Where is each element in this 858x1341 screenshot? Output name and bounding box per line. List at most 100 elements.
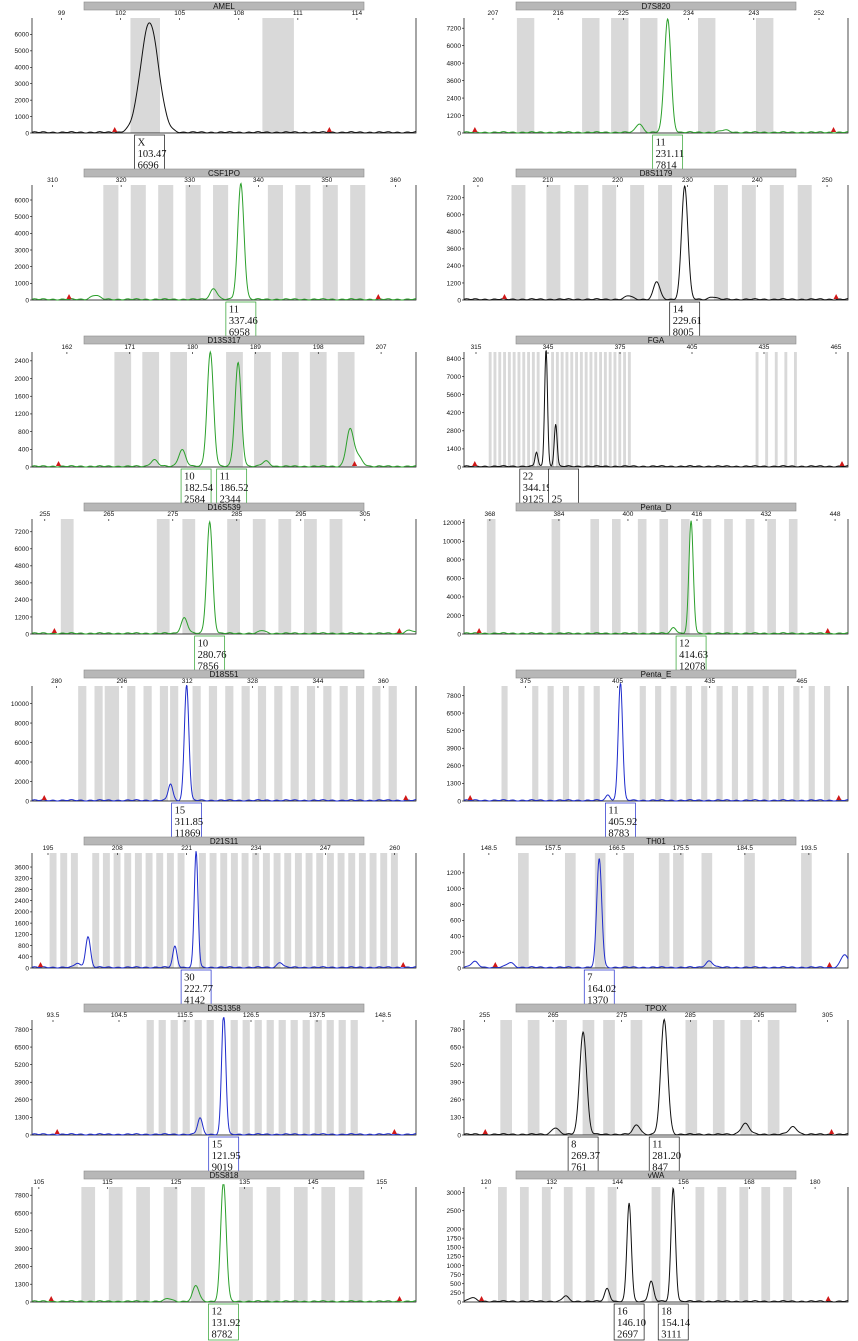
allele-bin xyxy=(166,853,174,968)
panel-d8s1179: D8S1179 200 210 220 230 240 250 0 1200 2400 3600 48… xyxy=(438,168,849,339)
signal-trace xyxy=(463,184,849,301)
allele-call-box xyxy=(648,1136,680,1174)
y-tick-label: 1250 xyxy=(447,1254,462,1261)
allele-bin xyxy=(739,1187,749,1302)
size-standard-marker xyxy=(836,795,842,800)
y-tick-label: 3600 xyxy=(15,864,30,871)
signal-trace xyxy=(463,350,849,468)
y-tick-label: 650 xyxy=(450,1044,461,1051)
x-tick-label: 180 xyxy=(187,344,198,351)
x-tick-label: 247 xyxy=(320,845,331,852)
size-standard-marker xyxy=(833,294,839,299)
allele-bin xyxy=(81,1187,96,1302)
allele-bin xyxy=(793,686,800,801)
y-tick-label: 1300 xyxy=(447,781,462,788)
y-tick-label: 2800 xyxy=(447,428,462,435)
y-tick-label: 2600 xyxy=(447,763,462,770)
y-tick-label: 3000 xyxy=(15,247,30,254)
y-tick-label: 6500 xyxy=(15,1044,30,1051)
y-tick-label: 2600 xyxy=(15,1097,30,1104)
panel-d21s11: D21S11 195 208 221 234 247 260 0 400 800 1200 1600 2… xyxy=(6,836,417,1007)
locus-label-bar xyxy=(83,669,365,679)
locus-label: D3S1358 xyxy=(207,1004,241,1013)
x-tick-label: 144 xyxy=(612,1179,623,1186)
allele-name: 14 xyxy=(673,305,684,316)
allele-bin xyxy=(493,352,497,467)
allele-bin xyxy=(769,185,784,300)
y-tick-label: 8400 xyxy=(447,356,462,363)
allele-size: 229.61 xyxy=(673,316,702,327)
allele-name: 11 xyxy=(220,472,230,483)
allele-height: 4142 xyxy=(184,996,205,1007)
allele-bin xyxy=(555,1020,567,1135)
allele-name: 10 xyxy=(184,472,195,483)
x-tick-label: 384 xyxy=(553,511,564,518)
allele-size: 222.77 xyxy=(184,984,213,995)
allele-bin xyxy=(532,686,539,801)
allele-height: 1370 xyxy=(587,996,608,1007)
allele-bin xyxy=(794,352,797,467)
locus-label: Penta_D xyxy=(640,503,671,512)
size-standard-marker xyxy=(472,127,478,132)
allele-bin xyxy=(695,1187,705,1302)
x-tick-label: 168 xyxy=(744,1179,755,1186)
y-tick-label: 780 xyxy=(450,1027,461,1034)
allele-bin xyxy=(124,853,132,968)
y-tick-label: 130 xyxy=(450,1115,461,1122)
size-standard-marker xyxy=(351,461,358,466)
locus-label: Penta_E xyxy=(641,670,672,679)
y-tick-label: 2600 xyxy=(15,1264,30,1271)
allele-bin xyxy=(293,1187,308,1302)
allele-bin xyxy=(337,853,345,968)
allele-bin xyxy=(630,185,645,300)
allele-bin xyxy=(146,1020,154,1135)
x-tick-label: 310 xyxy=(47,177,58,184)
allele-bin xyxy=(518,853,529,968)
allele-bin xyxy=(486,519,496,634)
allele-bin xyxy=(498,352,502,467)
chart-penta_d: Penta_D 368 384 400 416 432 448 0 2000 4000 6000 80… xyxy=(443,502,849,673)
y-tick-label: 2400 xyxy=(15,597,30,604)
y-tick-label: 4800 xyxy=(447,60,462,67)
allele-size: 131.92 xyxy=(211,1318,240,1329)
allele-bin xyxy=(294,853,302,968)
allele-bin xyxy=(774,352,778,467)
y-tick-label: 2400 xyxy=(447,263,462,270)
allele-bin xyxy=(788,519,798,634)
allele-bin xyxy=(516,18,535,133)
x-tick-label: 132 xyxy=(546,1179,557,1186)
allele-height: 2344 xyxy=(220,495,242,506)
x-tick-label: 221 xyxy=(181,845,192,852)
allele-bin xyxy=(213,185,229,300)
x-tick-label: 135 xyxy=(239,1179,250,1186)
allele-bin xyxy=(290,686,299,801)
chart-d13s317: D13S317 162 171 180 189 198 207 0 400 800 1200 1600… xyxy=(15,335,417,506)
y-tick-label: 7800 xyxy=(15,1193,30,1200)
y-tick-label: 260 xyxy=(450,1097,461,1104)
signal-trace xyxy=(463,1018,849,1136)
allele-height: 3111 xyxy=(661,1330,681,1341)
panel-d18s51: D18S51 280 296 312 328 344 360 0 2000 4000 6000 800… xyxy=(6,669,417,840)
locus-label: D8S1179 xyxy=(640,169,673,178)
y-tick-label: 800 xyxy=(450,902,461,909)
allele-bin xyxy=(143,686,152,801)
allele-bin xyxy=(630,1020,643,1135)
allele-bin xyxy=(603,1020,615,1135)
y-tick-label: 0 xyxy=(25,1132,29,1139)
y-tick-label: 2000 xyxy=(15,264,30,271)
allele-bin xyxy=(824,686,831,801)
allele-bin xyxy=(267,185,283,300)
allele-call-box xyxy=(180,969,212,1007)
y-tick-label: 4000 xyxy=(15,231,30,238)
allele-size: 164.02 xyxy=(587,984,616,995)
allele-bin xyxy=(241,853,249,968)
y-tick-label: 3900 xyxy=(15,1080,30,1087)
allele-bin xyxy=(337,352,355,467)
x-tick-label: 120 xyxy=(481,1179,492,1186)
allele-bin xyxy=(266,1187,281,1302)
locus-label-bar xyxy=(515,1,797,11)
y-tick-label: 0 xyxy=(25,965,29,972)
allele-bin xyxy=(659,519,669,634)
allele-bin xyxy=(92,853,100,968)
allele-bin xyxy=(745,519,755,634)
